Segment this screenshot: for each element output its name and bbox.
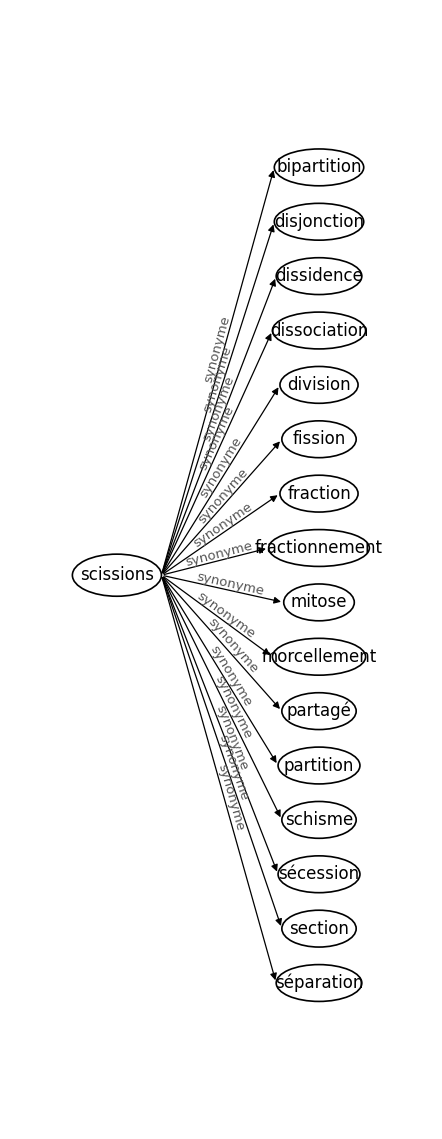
Ellipse shape [276, 965, 362, 1001]
Ellipse shape [282, 693, 356, 730]
Text: synonyme: synonyme [202, 314, 232, 384]
Ellipse shape [272, 312, 366, 349]
Text: division: division [287, 376, 351, 394]
Text: synonyme: synonyme [200, 374, 237, 443]
Text: séparation: séparation [275, 974, 363, 992]
Ellipse shape [282, 420, 356, 458]
Text: mitose: mitose [291, 593, 347, 612]
Text: synonyme: synonyme [215, 763, 246, 833]
Text: synonyme: synonyme [191, 500, 255, 550]
Text: bipartition: bipartition [276, 158, 362, 177]
Text: partition: partition [284, 756, 354, 775]
Text: fraction: fraction [287, 484, 351, 502]
Text: morcellement: morcellement [261, 648, 377, 666]
Text: synonyme: synonyme [208, 644, 255, 710]
Ellipse shape [274, 149, 364, 186]
Text: partagé: partagé [286, 702, 351, 720]
Ellipse shape [276, 257, 362, 295]
Ellipse shape [282, 802, 356, 838]
Text: dissidence: dissidence [275, 268, 363, 285]
Ellipse shape [280, 475, 358, 513]
Ellipse shape [282, 910, 356, 947]
Text: synonyme: synonyme [213, 673, 255, 740]
Text: synonyme: synonyme [217, 732, 251, 802]
Text: synonyme: synonyme [184, 539, 254, 568]
Ellipse shape [272, 638, 366, 675]
Ellipse shape [72, 555, 161, 596]
Ellipse shape [284, 584, 354, 621]
Text: disjonction: disjonction [274, 213, 364, 231]
Text: synonyme: synonyme [213, 703, 250, 772]
Text: fractionnement: fractionnement [255, 539, 383, 557]
Text: fission: fission [293, 431, 346, 449]
Text: synonyme: synonyme [197, 404, 236, 472]
Ellipse shape [278, 747, 360, 784]
Text: synonyme: synonyme [195, 570, 265, 598]
Ellipse shape [280, 367, 358, 403]
Ellipse shape [278, 855, 360, 893]
Text: synonyme: synonyme [195, 589, 258, 640]
Text: synonyme: synonyme [205, 615, 260, 675]
Text: scissions: scissions [80, 566, 154, 584]
Text: synonyme: synonyme [198, 434, 245, 500]
Text: synonyme: synonyme [201, 344, 234, 413]
Text: sécession: sécession [278, 866, 360, 883]
Text: schisme: schisme [285, 811, 353, 829]
Ellipse shape [269, 530, 370, 566]
Text: synonyme: synonyme [195, 466, 251, 526]
Text: dissociation: dissociation [270, 321, 368, 339]
Text: section: section [289, 919, 349, 937]
Ellipse shape [274, 204, 364, 240]
